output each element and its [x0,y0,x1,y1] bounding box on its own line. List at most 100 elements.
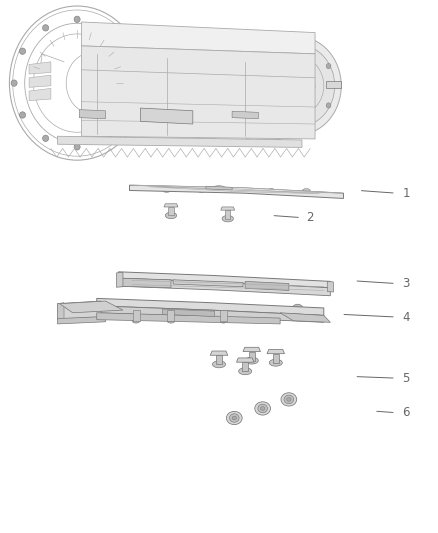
Ellipse shape [261,45,335,127]
Polygon shape [119,272,330,288]
Ellipse shape [106,139,113,143]
Ellipse shape [212,361,226,368]
Ellipse shape [295,306,300,311]
Polygon shape [57,317,106,324]
Ellipse shape [141,139,148,143]
Ellipse shape [129,48,135,54]
Ellipse shape [74,139,81,143]
Ellipse shape [258,404,268,413]
Polygon shape [57,136,302,148]
Polygon shape [130,185,343,198]
Polygon shape [119,278,330,296]
Ellipse shape [289,76,306,96]
Ellipse shape [232,416,237,420]
Polygon shape [29,88,51,101]
Polygon shape [173,280,243,287]
Polygon shape [249,352,255,361]
Polygon shape [221,207,235,210]
Ellipse shape [254,37,341,135]
Ellipse shape [245,357,258,364]
Polygon shape [141,108,193,124]
Ellipse shape [281,393,297,406]
Text: 4: 4 [403,311,410,324]
Polygon shape [237,358,254,362]
Ellipse shape [222,215,233,222]
Ellipse shape [326,103,331,108]
Ellipse shape [74,144,80,150]
Polygon shape [162,309,215,317]
Ellipse shape [162,189,170,192]
Polygon shape [220,310,227,321]
Ellipse shape [244,139,251,143]
Ellipse shape [284,395,293,403]
Polygon shape [242,362,248,371]
Polygon shape [81,46,315,139]
Polygon shape [267,350,285,354]
Ellipse shape [167,318,175,323]
Ellipse shape [239,368,252,375]
Polygon shape [29,62,51,74]
Ellipse shape [287,398,291,401]
Polygon shape [97,298,324,316]
Polygon shape [132,185,342,193]
Ellipse shape [42,25,49,31]
Polygon shape [326,82,341,88]
Ellipse shape [19,48,25,54]
Ellipse shape [91,308,99,314]
Ellipse shape [226,411,242,425]
Ellipse shape [269,359,283,366]
Polygon shape [164,204,178,207]
Polygon shape [225,210,230,219]
Polygon shape [97,306,324,322]
Ellipse shape [230,414,239,422]
Ellipse shape [165,212,177,219]
Text: 2: 2 [306,211,314,224]
Text: 6: 6 [403,406,410,419]
Ellipse shape [198,189,205,192]
Polygon shape [29,75,51,87]
Ellipse shape [255,402,271,415]
Ellipse shape [302,189,310,192]
Ellipse shape [106,135,112,142]
Text: 1: 1 [403,187,410,200]
Polygon shape [119,278,171,288]
Polygon shape [243,348,261,352]
Ellipse shape [19,112,25,118]
Polygon shape [97,313,280,324]
Ellipse shape [268,189,276,192]
Ellipse shape [42,135,49,142]
Polygon shape [273,354,279,363]
Polygon shape [60,301,123,313]
Ellipse shape [219,318,227,323]
Ellipse shape [171,112,179,120]
Polygon shape [79,110,106,119]
Text: 3: 3 [403,277,410,290]
Ellipse shape [292,304,303,314]
Ellipse shape [233,189,240,192]
Polygon shape [210,351,228,356]
Ellipse shape [152,110,163,120]
Polygon shape [168,207,173,215]
Polygon shape [216,356,222,365]
Text: 5: 5 [403,372,410,385]
Ellipse shape [176,139,183,143]
Ellipse shape [275,139,282,143]
Ellipse shape [211,139,218,143]
Ellipse shape [137,80,143,86]
Polygon shape [57,301,101,320]
Ellipse shape [326,63,331,69]
Ellipse shape [261,407,265,410]
Ellipse shape [74,16,80,22]
Polygon shape [57,303,64,321]
Polygon shape [206,186,232,190]
Ellipse shape [264,63,269,69]
Ellipse shape [132,318,140,323]
Ellipse shape [264,103,269,108]
Polygon shape [232,111,258,119]
Polygon shape [245,281,289,290]
Polygon shape [81,22,315,54]
Ellipse shape [295,44,300,49]
Ellipse shape [295,123,300,128]
Polygon shape [327,281,333,292]
Ellipse shape [11,80,17,86]
